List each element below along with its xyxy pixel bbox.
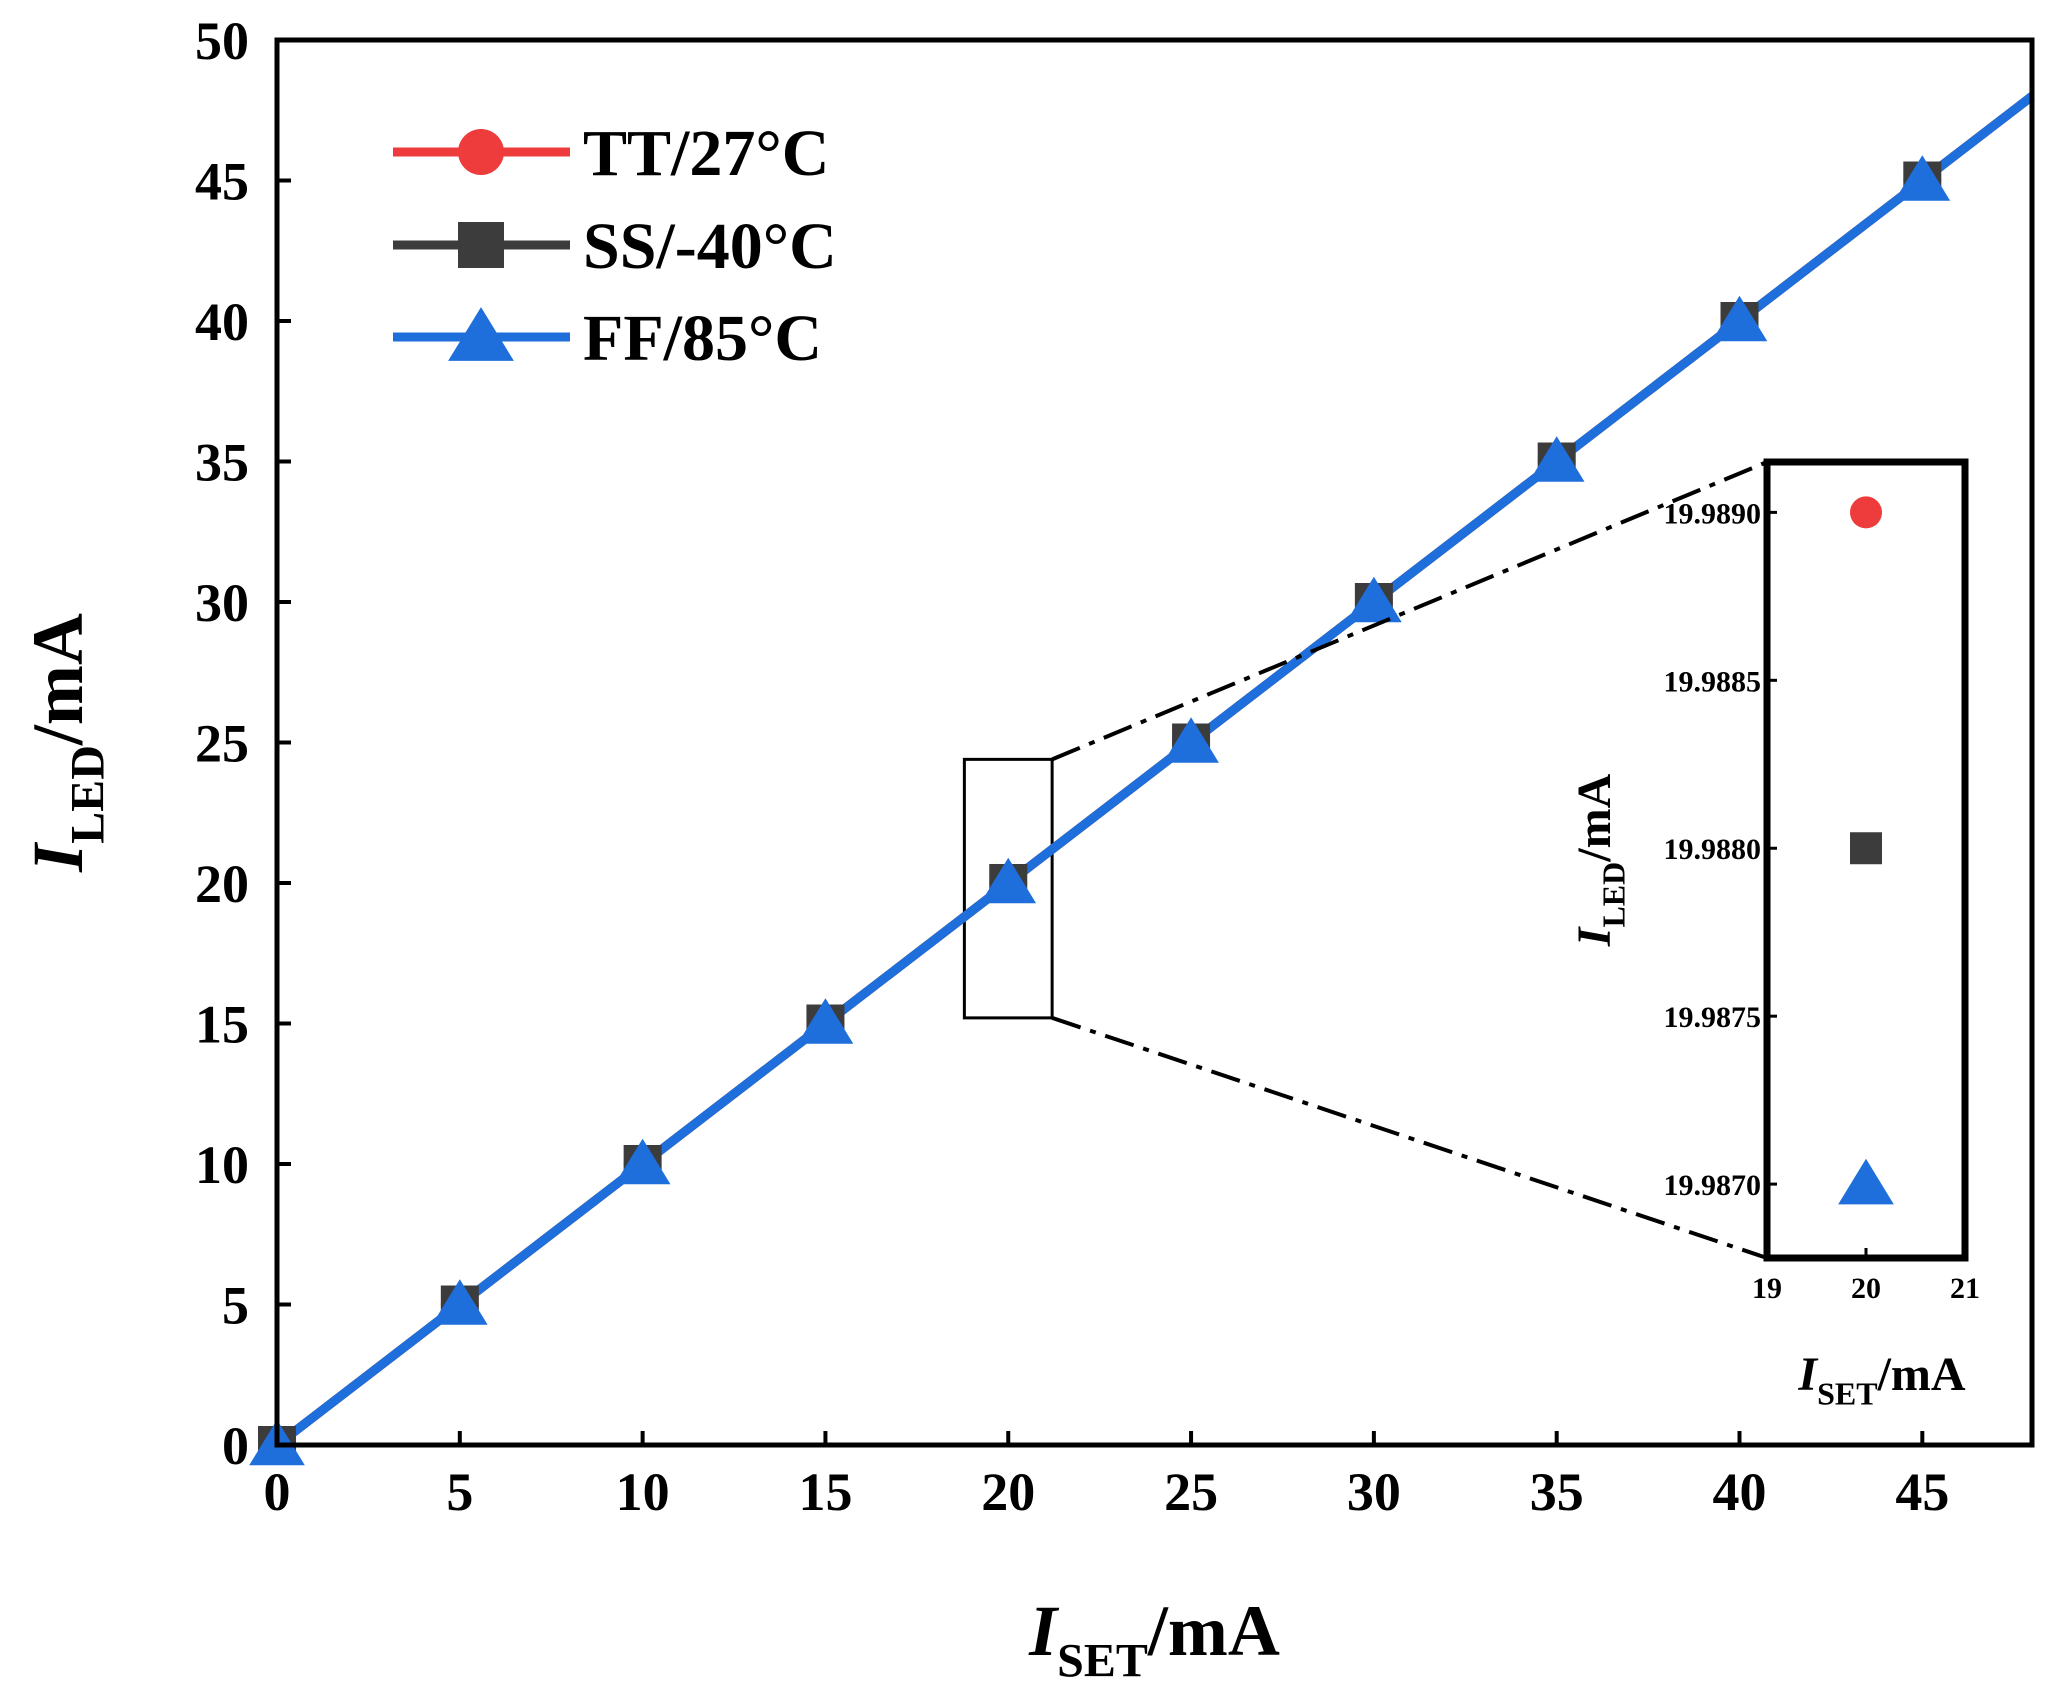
inset-y-tick-label: 19.9880 xyxy=(1664,833,1762,866)
inset-x-axis-label: ISET/mA xyxy=(1797,1348,1965,1411)
data-point-ff xyxy=(1894,155,1951,201)
data-point-ff xyxy=(431,1279,488,1325)
x-tick-label: 30 xyxy=(1347,1462,1401,1522)
y-tick-label: 45 xyxy=(195,152,249,212)
zoom-connector-line xyxy=(1051,460,1768,762)
inset-data-point-tt xyxy=(1850,496,1882,529)
x-tick-label: 25 xyxy=(1164,1462,1218,1522)
inset-data-point-ss xyxy=(1850,832,1882,865)
data-point-ff xyxy=(614,1138,671,1185)
data-point-ff xyxy=(980,857,1037,904)
inset-x-tick-label: 19 xyxy=(1752,1272,1782,1305)
x-tick-label: 10 xyxy=(616,1462,670,1522)
x-tick-label: 20 xyxy=(981,1462,1035,1522)
x-tick-label: 40 xyxy=(1713,1462,1767,1522)
x-tick-label: 35 xyxy=(1530,1462,1584,1522)
legend-label-tt: TT/27°C xyxy=(583,117,829,190)
inset-frame xyxy=(1763,458,1969,1262)
x-tick-label: 45 xyxy=(1895,1462,1949,1522)
legend-item-ss: SS/-40°C xyxy=(393,210,837,283)
inset-x-tick-label: 20 xyxy=(1851,1272,1881,1305)
x-tick-label: 15 xyxy=(798,1462,852,1522)
legend-label-ss: SS/-40°C xyxy=(583,210,837,283)
y-tick-label: 40 xyxy=(195,292,249,352)
zoom-region-box xyxy=(962,757,1054,1020)
x-axis-label: ISET/mA xyxy=(1028,1591,1280,1688)
zoom-connector-line xyxy=(1051,1015,1768,1260)
legend-label-ff: FF/85°C xyxy=(583,302,822,375)
y-tick-label: 15 xyxy=(195,995,249,1055)
y-tick-label: 50 xyxy=(195,11,249,71)
legend-item-ff: FF/85°C xyxy=(393,302,822,375)
data-point-ff xyxy=(1163,717,1219,763)
inset-data-point-ff xyxy=(1838,1158,1894,1205)
data-point-ff xyxy=(1346,576,1402,623)
legend-marker-tt xyxy=(458,129,504,175)
y-axis-label: ILED/mA xyxy=(18,613,115,873)
legend-marker-ff xyxy=(448,307,514,361)
y-tick-label: 25 xyxy=(195,714,249,774)
y-tick-label: 35 xyxy=(195,433,249,493)
y-tick-label: 10 xyxy=(195,1135,249,1195)
plot-frame xyxy=(274,37,2035,1448)
inset-y-axis-label: ILED/mA xyxy=(1568,773,1631,947)
inset-y-tick-label: 19.9885 xyxy=(1664,665,1762,698)
inset-y-tick-label: 19.9875 xyxy=(1664,1001,1762,1034)
data-point-ff xyxy=(1711,295,1768,342)
inset-y-tick-label: 19.9890 xyxy=(1664,497,1762,530)
inset-plot: 19 20 21 19.9870 19.9875 19.9880 19.9885 19.989… xyxy=(1051,458,1980,1411)
x-tick-label: 5 xyxy=(446,1462,473,1522)
legend-marker-ss xyxy=(458,222,504,268)
y-tick-label: 0 xyxy=(222,1416,249,1476)
inset-x-tick-label: 21 xyxy=(1950,1272,1980,1305)
y-tick-label: 20 xyxy=(195,854,249,914)
y-tick-label: 5 xyxy=(222,1276,249,1336)
legend: TT/27°C SS/-40°C FF/85°C xyxy=(393,117,837,375)
main-plot: 0 5 10 15 20 25 30 35 40 45 0 5 10 15 20 25 30 35 40 45 50 IS… xyxy=(18,11,2035,1688)
y-tick-label: 30 xyxy=(195,573,249,633)
data-point-ff xyxy=(797,998,854,1044)
x-tick-label: 0 xyxy=(264,1462,291,1522)
legend-item-tt: TT/27°C xyxy=(393,117,829,190)
data-point-ff xyxy=(1528,436,1585,482)
inset-y-tick-label: 19.9870 xyxy=(1664,1169,1762,1202)
